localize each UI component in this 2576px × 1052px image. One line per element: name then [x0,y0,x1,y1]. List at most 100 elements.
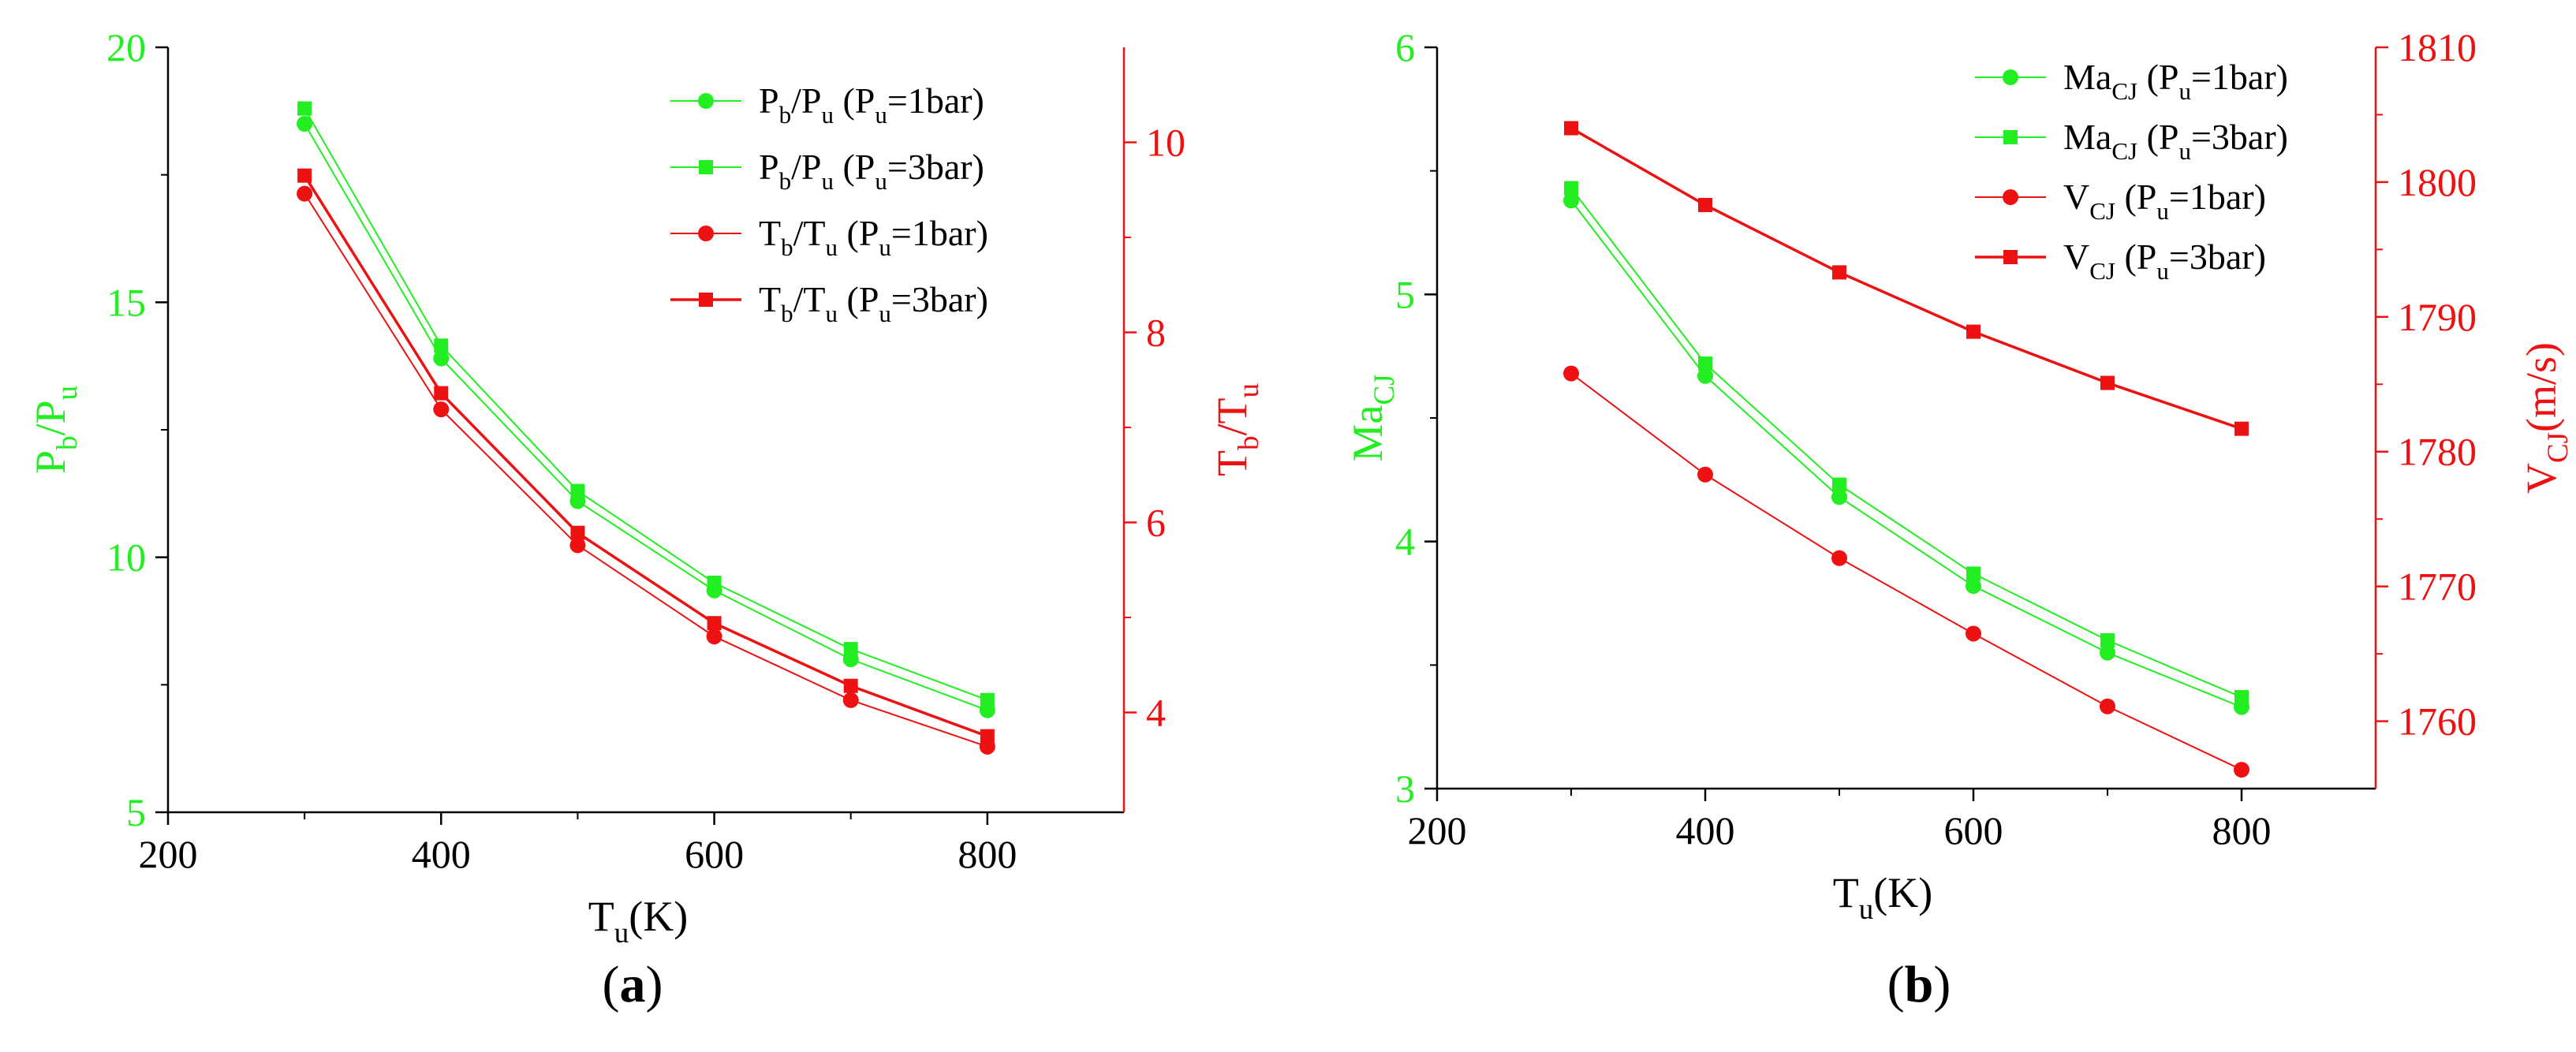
x-tick-label: 400 [1676,808,1735,852]
panel-label: (b) [1887,956,1951,1013]
right-y-axis-title: Tb/Tu [1208,383,1265,476]
x-axis-title: Tu(K) [588,893,688,949]
label-text: =3bar) [2191,117,2288,157]
data-point [434,338,449,353]
right-y-tick-label: 1780 [2398,430,2477,474]
label-text: =1bar) [2191,57,2288,97]
label-text: =3bar) [887,147,984,187]
data-point [433,401,450,418]
legend-marker [2003,189,2018,205]
subscript: b [779,167,792,195]
data-point [707,576,722,590]
right-y-tick-label: 6 [1146,500,1166,544]
left-y-tick-label: 5 [126,790,146,834]
subscript: u [879,233,891,261]
data-point [297,101,312,116]
legend-marker [2003,130,2018,144]
label-text: V [2518,463,2565,494]
data-point [1698,197,1712,212]
data-point [843,678,858,693]
right-y-tick-label: 8 [1146,310,1166,354]
data-point [570,525,585,540]
subscript: u [821,167,834,195]
subscript: u [1233,383,1265,398]
left-y-tick-label: 15 [106,280,146,324]
label-text: T [588,893,614,940]
data-point [980,692,995,707]
right-y-axis-title: VCJ(m/s) [2518,342,2574,494]
data-point [1966,566,1981,581]
subscript: u [2156,257,2169,285]
legend-marker [699,293,713,307]
subscript: u [2156,197,2169,225]
label-text: /T [1208,397,1256,435]
data-point [1564,121,1578,136]
data-point [1831,550,1847,566]
data-point [1832,477,1846,492]
label-text: (P [838,213,879,253]
x-tick-label: 600 [1944,808,2003,852]
left-y-tick-label: 20 [106,25,146,69]
data-point [2100,375,2115,390]
subscript: b [781,233,793,261]
label-text: (P [2115,177,2156,217]
data-point [707,616,722,631]
series-line [1570,187,2242,698]
legend-label: Tb/Tu (Pu=3bar) [759,279,988,327]
left-y-tick-label: 10 [106,535,146,580]
series-line [303,174,988,738]
left-y-tick-label: 5 [1395,272,1415,316]
label-text: =1bar) [891,213,988,253]
series-line [304,108,988,701]
panel-label-paren: ( [603,956,620,1013]
data-point [1966,324,1981,339]
legend-marker [2003,250,2018,264]
label-text: (m/s) [2518,342,2565,432]
data-point [570,483,585,498]
data-point [2234,421,2249,436]
label-text: =1bar) [2169,177,2266,217]
data-point [1563,365,1579,382]
label-text: T [1208,450,1256,476]
legend-label: Pb/Pu (Pu=3bar) [759,147,984,195]
subscript: u [614,917,629,949]
legend-label: MaCJ (Pu=3bar) [2063,117,2288,165]
x-tick-label: 200 [1408,808,1467,852]
subscript: u [2178,77,2191,105]
x-axis-title: Tu(K) [1833,869,1932,926]
label-text: /P [791,80,821,121]
subscript: u [879,300,891,327]
panel-label-paren: ) [646,956,663,1013]
label-text: Ma [2063,117,2111,157]
legend-label: MaCJ (Pu=1bar) [2063,57,2288,105]
subscript: CJ [2089,257,2115,285]
data-point [1697,466,1713,483]
legend-marker [699,160,713,174]
subscript: u [821,101,834,129]
panel-label: (a) [603,956,663,1013]
label-text: Ma [1344,405,1391,462]
legend-marker [698,226,714,241]
data-point [297,185,313,202]
right-y-tick-label: 1790 [2398,295,2477,339]
left-y-tick-label: 3 [1395,767,1415,811]
label-text: (K) [629,893,688,940]
label-text: P [759,80,779,121]
data-point [2100,698,2115,714]
x-tick-label: 400 [412,832,471,876]
data-point [1563,192,1579,209]
subscript: b [781,300,793,327]
label-text: =3bar) [2169,237,2266,277]
label-text: (P [2115,237,2156,277]
subscript: CJ [2089,197,2115,225]
label-text: T [759,213,781,253]
subscript: u [826,300,838,327]
right-y-tick-label: 1800 [2398,160,2477,204]
data-point [2100,633,2115,647]
label-text: (P [2137,57,2178,97]
legend-label: Pb/Pu (Pu=1bar) [759,80,984,129]
label-text: (P [834,147,875,187]
data-point [706,629,722,645]
